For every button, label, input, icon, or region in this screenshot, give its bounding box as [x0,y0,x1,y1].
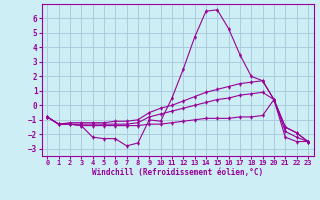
X-axis label: Windchill (Refroidissement éolien,°C): Windchill (Refroidissement éolien,°C) [92,168,263,177]
